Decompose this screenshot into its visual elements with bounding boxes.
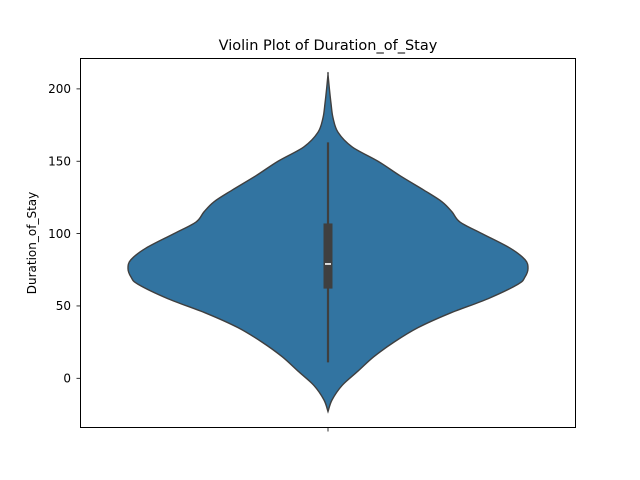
- chart-title: Violin Plot of Duration_of_Stay: [219, 38, 438, 54]
- violin-layer: [127, 71, 529, 414]
- y-tick-label: 150: [48, 155, 71, 169]
- y-axis-label: Duration_of_Stay: [25, 192, 39, 294]
- y-tick-label: 50: [56, 299, 71, 313]
- y-axis: 0 50 100 150 200: [48, 82, 81, 386]
- violin-iqr-box: [323, 223, 333, 289]
- y-tick-label: 0: [63, 372, 71, 386]
- y-tick-label: 100: [48, 227, 71, 241]
- y-tick-label: 200: [48, 82, 71, 96]
